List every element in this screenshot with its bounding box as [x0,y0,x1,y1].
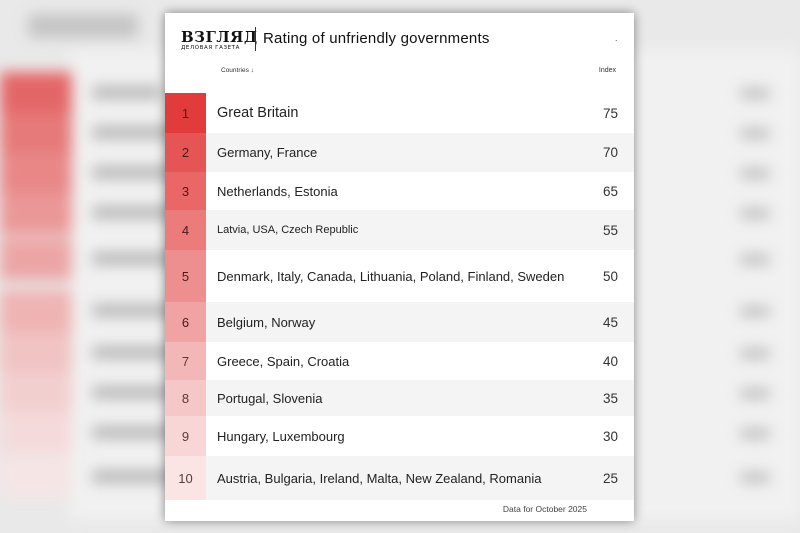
countries-cell: Great Britain [217,104,299,121]
countries-cell: Latvia, USA, Czech Republic [217,223,359,236]
countries-cell: Hungary, Luxembourg [217,428,345,444]
rating-card: ВЗГЛЯД ДЕЛОВАЯ ГАЗЕТА Rating of unfriend… [165,13,634,521]
logo-tagline: ДЕЛОВАЯ ГАЗЕТА [181,45,240,51]
rank-cell: 8 [165,380,206,416]
blurred-rank-block [0,238,72,280]
rank-cell: 4 [165,210,206,250]
title-divider [255,27,256,51]
blurred-rank-block [0,456,72,498]
blurred-value [740,388,770,399]
blurred-rank-block [0,72,72,114]
countries-cell: Belgium, Norway [217,314,316,330]
blurred-rank-block [0,152,72,194]
blurred-rank-block [0,412,72,454]
countries-cell: Austria, Bulgaria, Ireland, Malta, New Z… [217,470,542,486]
table-row: 8 Portugal, Slovenia 35 [165,380,634,416]
countries-cell: Greece, Spain, Croatia [217,353,350,369]
rank-cell: 5 [165,250,206,302]
blurred-value [740,472,770,483]
table-row: 5 Denmark, Italy, Canada, Lithuania, Pola… [165,250,634,302]
data-date-note: Data for October 2025 [502,504,587,514]
blurred-value [740,254,770,265]
chart-title: Rating of unfriendly governments [263,30,490,47]
blurred-text-line [92,252,180,265]
header-mark: . [615,33,618,43]
blurred-value [740,306,770,317]
rank-cell: 9 [165,416,206,456]
blurred-value [740,88,770,99]
rank-cell: 10 [165,456,206,500]
index-value: 50 [602,268,618,284]
blurred-rank-block [0,290,72,332]
index-value: 30 [602,428,618,444]
countries-cell: Netherlands, Estonia [217,183,338,199]
rank-cell: 6 [165,302,206,342]
index-value: 65 [602,183,618,199]
table-row: 7 Greece, Spain, Croatia 40 [165,342,634,380]
blurred-value [740,348,770,359]
blurred-rank-block [0,112,72,154]
blurred-value [740,208,770,219]
table-row: 4 Latvia, USA, Czech Republic 55 [165,210,634,250]
table-row: 2 Germany, France 70 [165,133,634,172]
blurred-rank-block [0,192,72,234]
rank-cell: 3 [165,172,206,210]
index-value: 70 [602,145,618,160]
blurred-rank-block [0,332,72,374]
column-header-index: Index [598,67,616,74]
countries-cell: Portugal, Slovenia [217,390,323,406]
blurred-value [740,128,770,139]
rank-cell: 7 [165,342,206,380]
table-row: 6 Belgium, Norway 45 [165,302,634,342]
countries-cell: Germany, France [217,145,318,160]
table-row: 10 Austria, Bulgaria, Ireland, Malta, New… [165,456,634,500]
index-value: 35 [602,390,618,406]
blurred-rank-block [0,372,72,414]
countries-cell: Denmark, Italy, Canada, Lithuania, Polan… [217,268,565,284]
index-value: 75 [602,105,618,121]
vzglyad-logo: ВЗГЛЯД ДЕЛОВАЯ ГАЗЕТА [181,28,258,52]
index-value: 40 [602,353,618,369]
blurred-value [740,428,770,439]
table-row: 3 Netherlands, Estonia 65 [165,172,634,210]
blurred-heading [28,14,138,38]
blurred-text-line [92,86,162,99]
table-row: 9 Hungary, Luxembourg 30 [165,416,634,456]
blurred-value [740,168,770,179]
column-header-countries[interactable]: Countries ↓ [221,67,254,74]
index-value: 55 [602,222,618,238]
logo-wordmark: ВЗГЛЯД [181,28,258,46]
index-value: 25 [602,470,618,486]
rank-cell: 2 [165,133,206,172]
table-row: 1 Great Britain 75 [165,93,634,133]
index-value: 45 [602,314,618,330]
rank-cell: 1 [165,93,206,133]
